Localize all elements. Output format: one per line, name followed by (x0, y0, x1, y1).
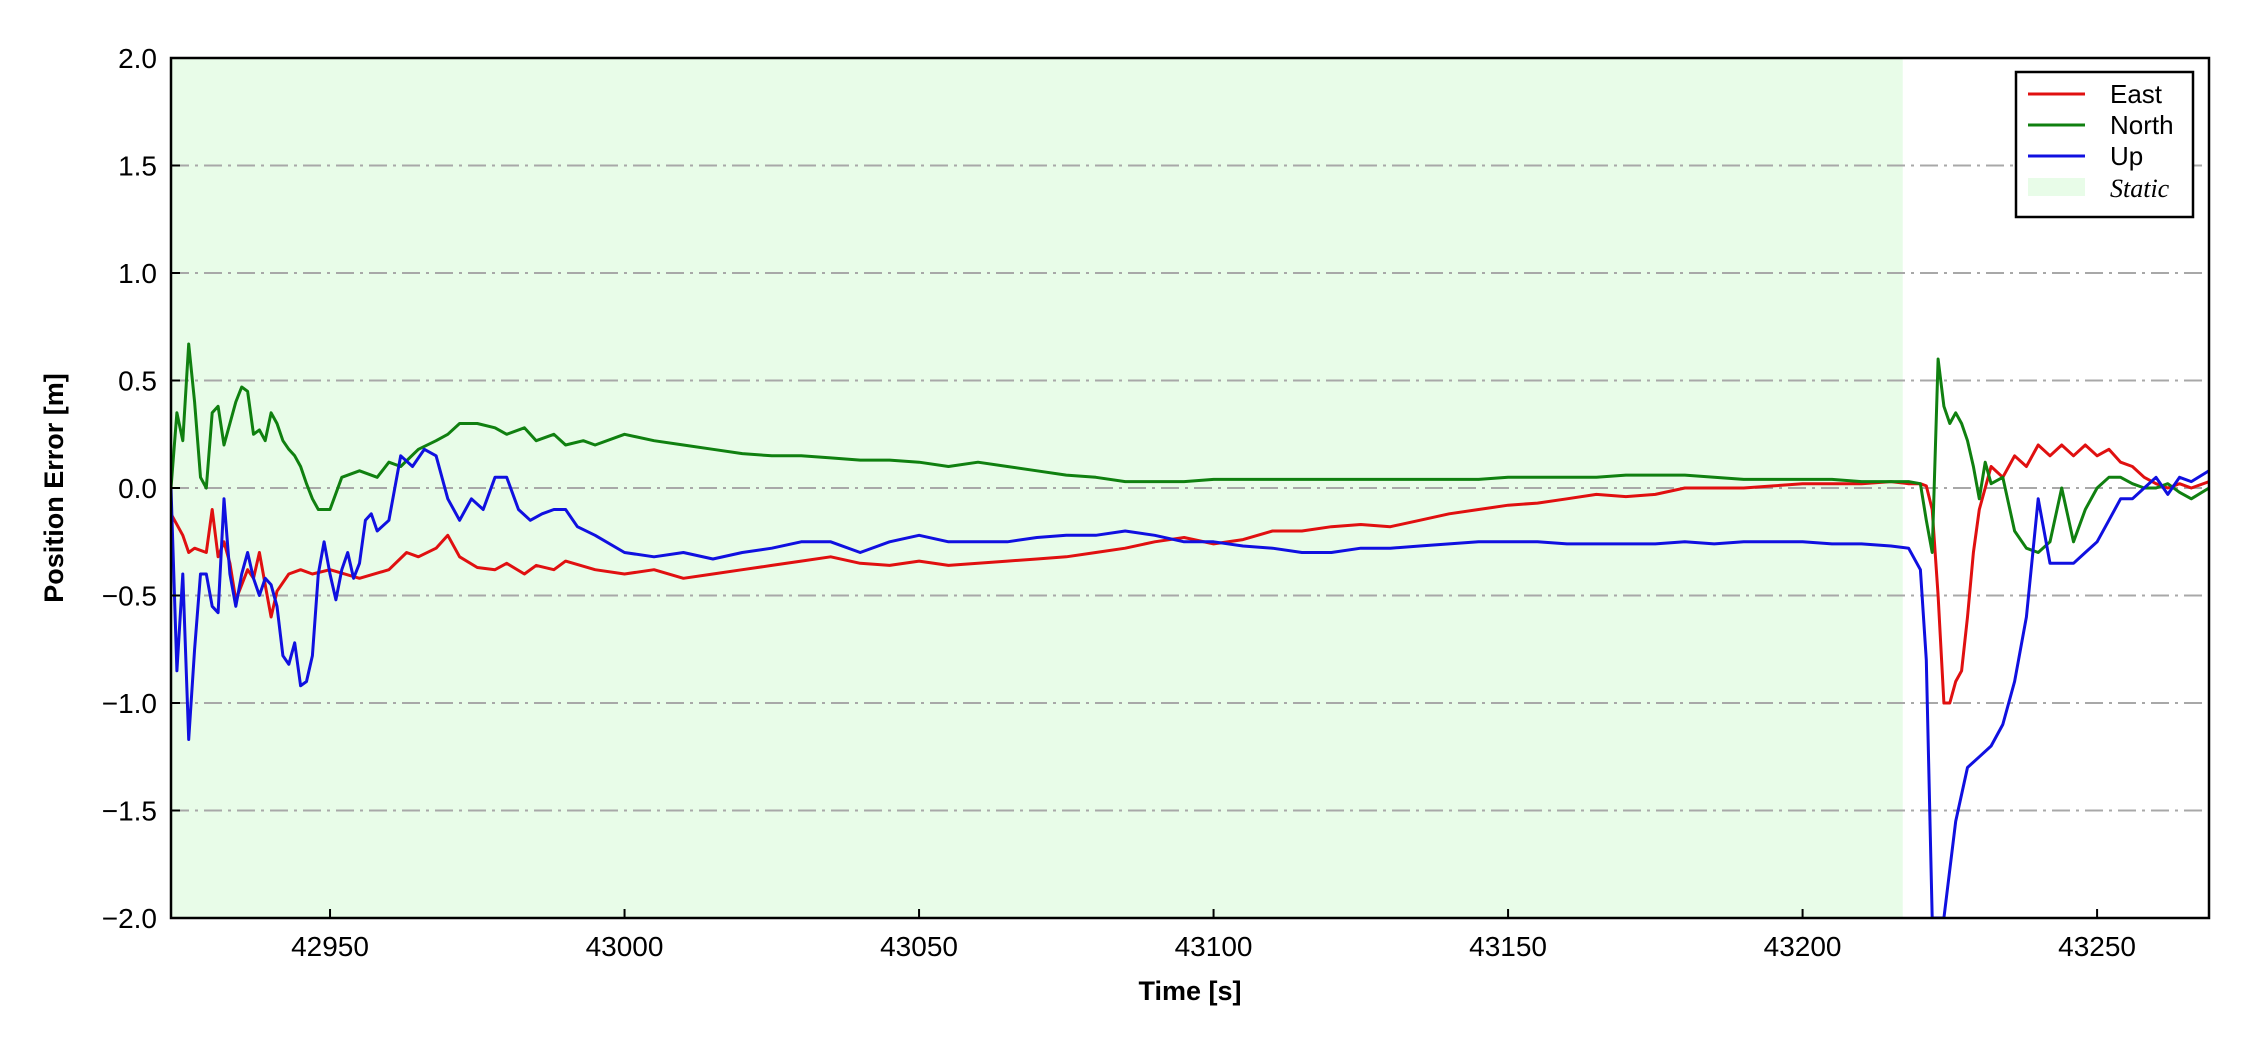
legend-label-north: North (2110, 110, 2174, 140)
y-axis-title: Position Error [m] (39, 373, 69, 603)
series-line-east (171, 443, 2209, 705)
x-tick-label: 43050 (880, 931, 958, 962)
x-tick-label: 43100 (1175, 931, 1253, 962)
horizontal-gridlines (171, 164, 2209, 812)
x-tick-label: 43200 (1764, 931, 1842, 962)
y-tick-label: 0.0 (118, 473, 157, 504)
y-tick-label: −1.0 (102, 688, 157, 719)
x-tick-label: 42950 (291, 931, 369, 962)
y-tick-label: −2.0 (102, 903, 157, 934)
y-tick-label: 1.0 (118, 258, 157, 289)
series-line-up (171, 447, 2209, 918)
legend-swatch-static (2028, 178, 2085, 196)
legend-label-east: East (2110, 79, 2163, 109)
x-tick-label: 43250 (2058, 931, 2136, 962)
y-tick-label: 0.5 (118, 366, 157, 397)
y-tick-label: 1.5 (118, 151, 157, 182)
y-tick-label: 2.0 (118, 43, 157, 74)
x-axis-title: Time [s] (1138, 976, 1241, 1006)
legend: East North Up Static (2014, 70, 2195, 219)
series-lines (171, 342, 2209, 918)
y-tick-label: −0.5 (102, 581, 157, 612)
legend-label-up: Up (2110, 141, 2143, 171)
series-line-north (171, 342, 2209, 554)
y-tick-label: −1.5 (102, 796, 157, 827)
x-tick-label: 43150 (1469, 931, 1547, 962)
x-axis-ticks: 42950 43000 43050 43100 43150 43200 43250 (291, 909, 2136, 962)
y-axis-ticks: −2.0 −1.5 −1.0 −0.5 0.0 0.5 1.0 1.5 2.0 (102, 43, 180, 934)
legend-label-static: Static (2110, 174, 2170, 203)
x-tick-label: 43000 (586, 931, 664, 962)
